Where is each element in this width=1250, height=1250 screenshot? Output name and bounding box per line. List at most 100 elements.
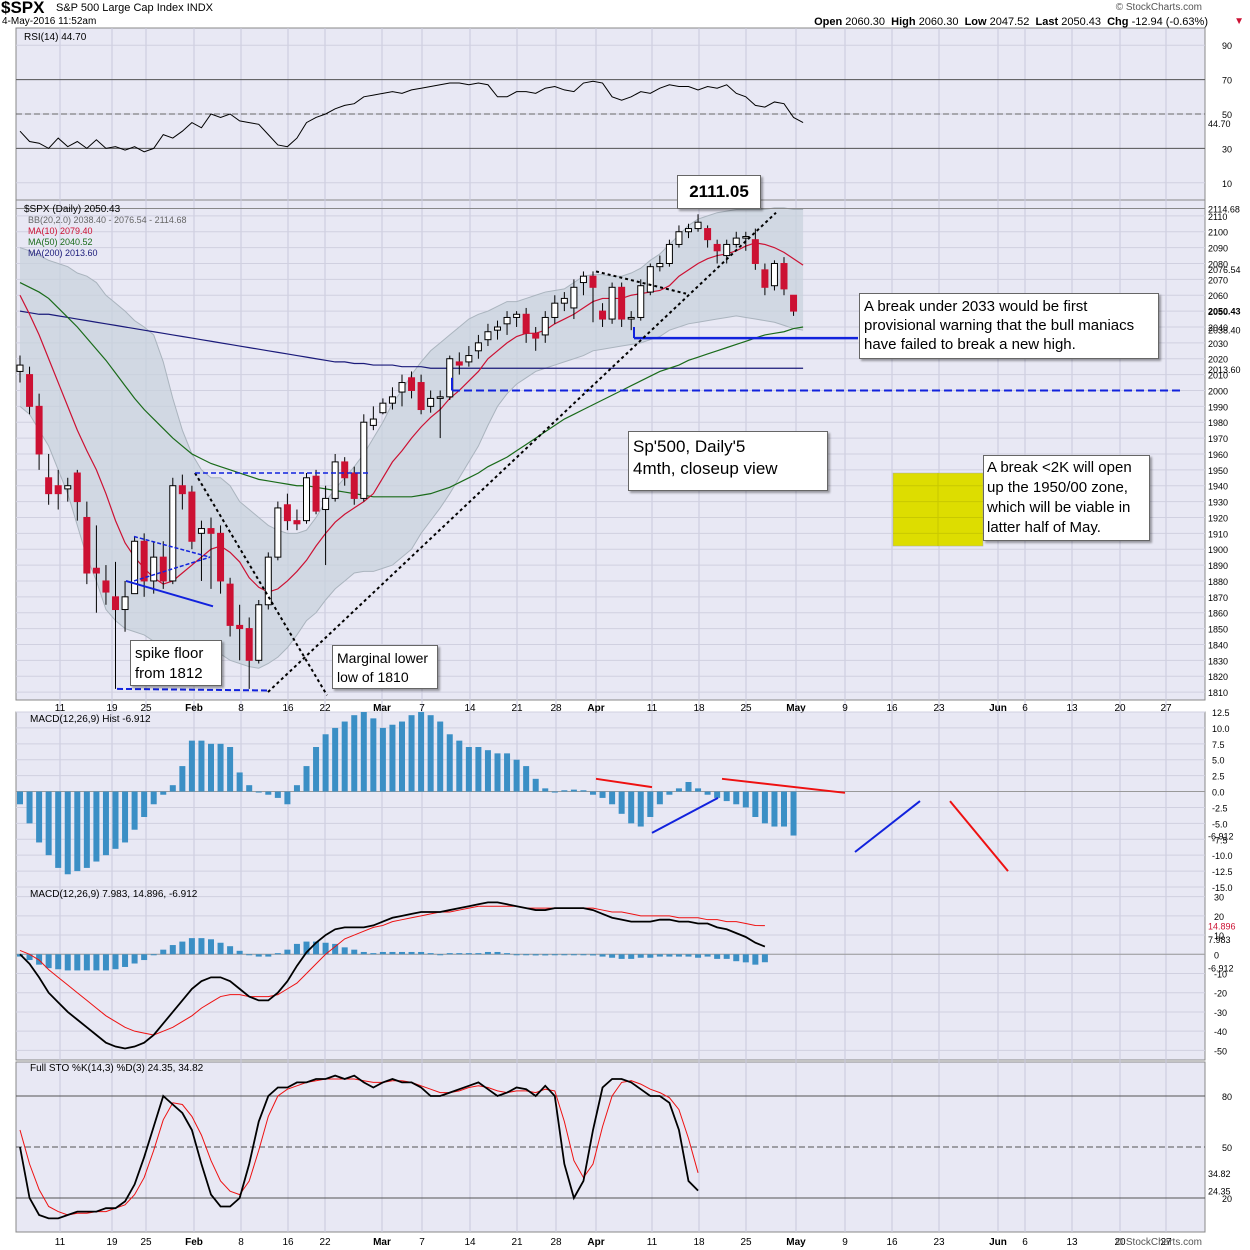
macd-hist-bar [656,954,663,957]
candle-body [312,475,320,512]
x-tick-label-top: 25 [740,703,752,714]
index-name: S&P 500 Large Cap Index INDX [56,2,213,14]
candle-body [16,364,24,372]
hist-red-line-2 [721,777,846,794]
candle-body [245,628,253,661]
macd-hist-bar [437,954,444,956]
candle-body [675,231,683,245]
rsi-y-tick: 70 [1222,76,1232,86]
price-y-tick: 1890 [1208,561,1228,571]
hist-bar [609,791,616,805]
price-right-label: 2050.43 [1208,306,1241,316]
macd-hist-bar [484,951,491,955]
rsi-y-tick: 90 [1222,41,1232,51]
candle-body [408,377,416,391]
chart-title-box: Sp'500, Daily'5 4mth, closeup view [628,431,828,491]
hist-bar [704,791,711,795]
price-y-tick: 2010 [1208,371,1228,381]
hist-y-tick: 12.5 [1212,708,1230,718]
price-y-tick: 2000 [1208,386,1228,396]
candle-body [73,472,81,503]
price-y-tick: 1910 [1208,529,1228,539]
candle-body [665,243,673,264]
candle-body [303,477,310,522]
candle-body [169,485,177,582]
break-2033-line3: have failed to break a new high. [864,336,1076,353]
x-tick-label-bottom: 14 [464,1237,476,1248]
chart-title-line1: Sp'500, Daily'5 [633,437,746,456]
macd-hist-bar [675,954,682,957]
hist-bar [208,743,214,792]
hist-bar [370,718,377,792]
price-y-tick: 1940 [1208,482,1228,492]
macd-hist-bar [618,954,625,959]
x-tick-label-bottom: 22 [319,1237,331,1248]
candle-body [207,528,215,534]
macd-hist-bar [580,954,587,956]
candle-body [150,556,158,582]
x-tick-label-top: 23 [933,703,945,714]
candle-body [427,397,435,407]
macd-hist-bar [255,954,262,957]
candle-body [388,396,396,404]
hist-bar [55,791,62,868]
downtrend-line [194,472,328,696]
price-y-tick: 2090 [1208,244,1228,254]
candle-body [618,286,626,320]
hist-bar [647,791,654,817]
macd-y-tick: -50 [1214,1046,1227,1056]
x-tick-label-bottom: Mar [373,1237,391,1248]
candle-body [64,485,72,490]
hist-bar [628,791,635,824]
price-y-tick: 1990 [1208,402,1228,412]
price-y-tick: 1970 [1208,434,1228,444]
x-tick-label-top: 18 [693,703,705,714]
candle-body [627,316,635,320]
hist-bar [150,791,157,805]
hist-bar [570,789,577,792]
macd-hist-bar [208,939,214,955]
candle-body [293,520,301,525]
price-title: $SPX (Daily) 2050.43 [24,204,121,215]
candle-body [45,477,53,495]
hist-bar [733,791,740,805]
marginal-low-note: Marginal lower low of 1810 [332,645,438,689]
candle-body [656,262,664,268]
open-value: 2060.30 [845,16,886,28]
hist-bar [284,791,291,805]
candle-body [178,485,186,495]
hist-bar [723,791,730,802]
hist-bar [618,791,625,814]
candle-body [732,237,740,245]
price-y-tick: 1860 [1208,609,1228,619]
hist-bar [131,791,138,830]
hist-bar [169,785,176,792]
hist-bar [293,785,300,792]
sto-d-value: 34.82 [1208,1169,1231,1179]
macd-hist-bar [274,953,281,955]
hist-bar [666,791,673,795]
candle-body [513,313,521,318]
hist-bar [399,721,405,792]
candle-body [379,402,387,414]
macd-hist-bar [313,941,320,955]
candle-body [369,418,377,426]
candle-body [360,421,368,499]
price-y-tick: 1810 [1208,688,1228,698]
hist-bar [561,790,568,792]
x-tick-label-top: 21 [511,703,523,714]
price-right-label: 2076.54 [1208,265,1241,275]
price-y-tick: 2030 [1208,339,1228,349]
x-tick-label-bottom: 6 [1022,1237,1028,1248]
candle-body [417,382,425,411]
candle-body [274,507,282,558]
candle-body [608,286,616,320]
rsi-y-tick: 10 [1222,179,1232,189]
legend-ma50: MA(50) 2040.52 [28,237,93,247]
price-right-label: 2114.68 [1208,204,1240,214]
break-2k-line1: A break <2K will open [987,459,1132,476]
macd-y-tick: 10 [1214,931,1224,941]
x-tick-label-bottom: May [786,1237,806,1248]
candle-body [541,316,549,336]
macd-hist-bar [742,954,749,963]
